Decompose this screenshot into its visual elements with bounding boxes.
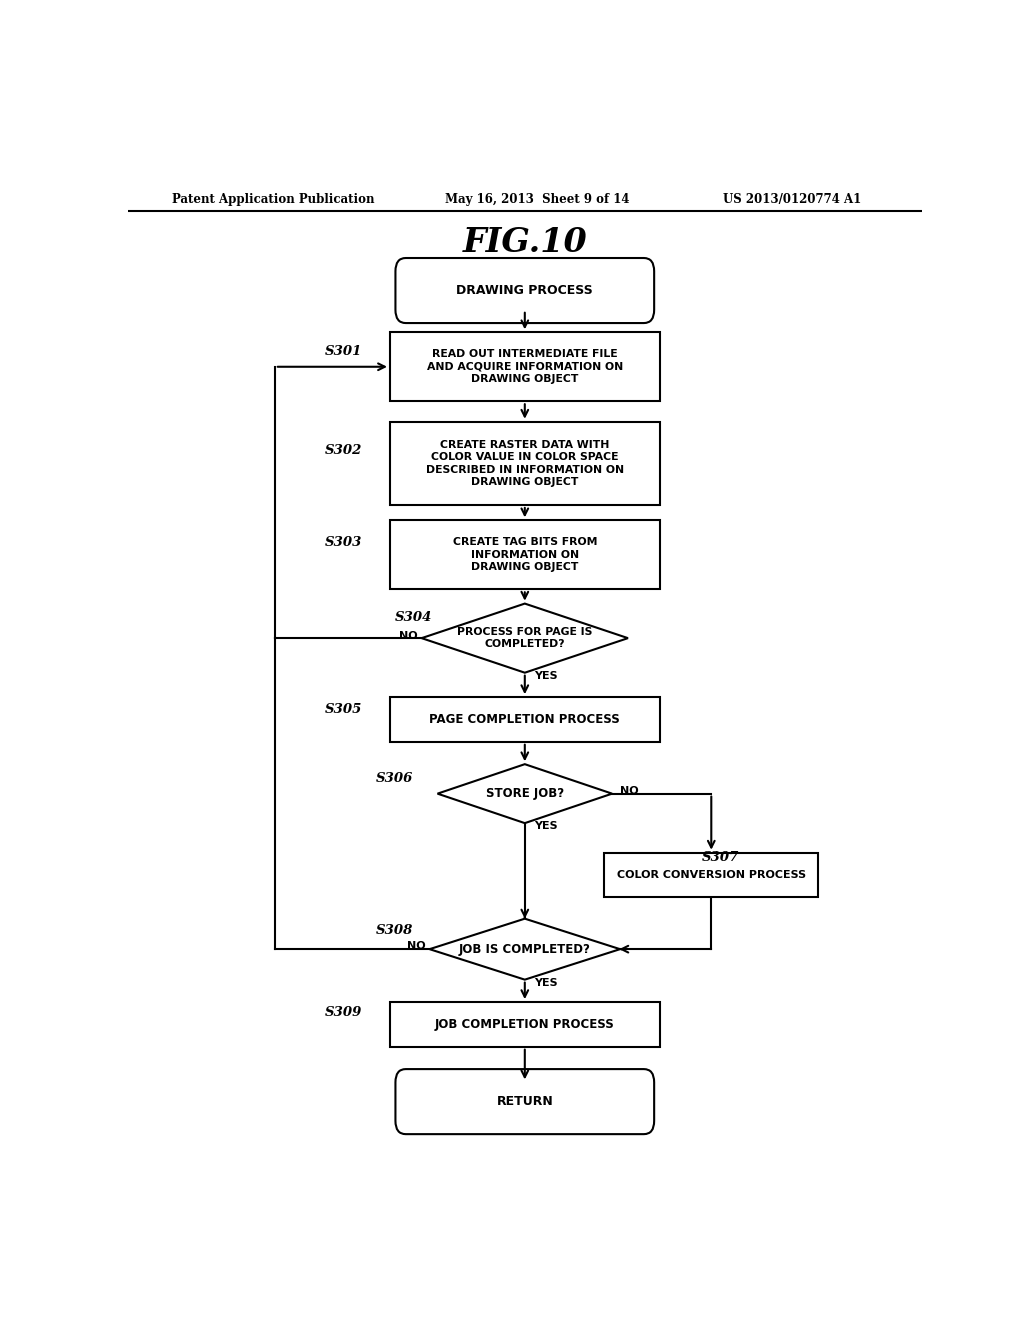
Text: May 16, 2013  Sheet 9 of 14: May 16, 2013 Sheet 9 of 14 (445, 193, 630, 206)
Text: CREATE RASTER DATA WITH
COLOR VALUE IN COLOR SPACE
DESCRIBED IN INFORMATION ON
D: CREATE RASTER DATA WITH COLOR VALUE IN C… (426, 440, 624, 487)
Text: COLOR CONVERSION PROCESS: COLOR CONVERSION PROCESS (616, 870, 806, 880)
Bar (390, 1002, 659, 1047)
Polygon shape (437, 764, 612, 824)
Text: YES: YES (535, 978, 558, 987)
Text: S308: S308 (377, 924, 414, 937)
Text: Patent Application Publication: Patent Application Publication (172, 193, 374, 206)
Text: S304: S304 (394, 611, 432, 624)
Text: S302: S302 (325, 444, 362, 457)
Bar (390, 333, 659, 401)
Text: PROCESS FOR PAGE IS
COMPLETED?: PROCESS FOR PAGE IS COMPLETED? (457, 627, 593, 649)
Text: S301: S301 (325, 345, 362, 358)
Bar (390, 421, 659, 506)
Text: STORE JOB?: STORE JOB? (485, 787, 564, 800)
Text: YES: YES (535, 821, 558, 832)
Bar (390, 697, 659, 742)
Polygon shape (430, 919, 620, 979)
Text: DRAWING PROCESS: DRAWING PROCESS (457, 284, 593, 297)
Text: S303: S303 (325, 536, 362, 549)
Bar (390, 520, 659, 589)
Text: US 2013/0120774 A1: US 2013/0120774 A1 (723, 193, 861, 206)
Text: READ OUT INTERMEDIATE FILE
AND ACQUIRE INFORMATION ON
DRAWING OBJECT: READ OUT INTERMEDIATE FILE AND ACQUIRE I… (427, 350, 623, 384)
Text: NO: NO (399, 631, 418, 642)
Text: FIG.10: FIG.10 (463, 226, 587, 259)
Text: PAGE COMPLETION PROCESS: PAGE COMPLETION PROCESS (429, 713, 621, 726)
Text: NO: NO (407, 941, 426, 952)
Text: S307: S307 (701, 851, 739, 865)
Text: S305: S305 (325, 702, 362, 715)
Text: S309: S309 (325, 1006, 362, 1019)
Text: NO: NO (620, 785, 639, 796)
Text: RETURN: RETURN (497, 1096, 553, 1107)
FancyBboxPatch shape (395, 1069, 654, 1134)
Text: S306: S306 (377, 772, 414, 785)
Text: YES: YES (535, 671, 558, 681)
Polygon shape (422, 603, 628, 673)
Bar (604, 853, 818, 898)
Text: JOB COMPLETION PROCESS: JOB COMPLETION PROCESS (435, 1018, 614, 1031)
Text: CREATE TAG BITS FROM
INFORMATION ON
DRAWING OBJECT: CREATE TAG BITS FROM INFORMATION ON DRAW… (453, 537, 597, 572)
FancyBboxPatch shape (395, 257, 654, 323)
Text: JOB IS COMPLETED?: JOB IS COMPLETED? (459, 942, 591, 956)
